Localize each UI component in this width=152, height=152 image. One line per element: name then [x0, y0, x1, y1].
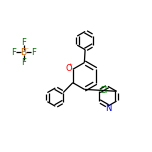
- Text: F: F: [21, 58, 26, 67]
- Text: Cl: Cl: [100, 86, 108, 95]
- Text: ⁻: ⁻: [24, 45, 28, 54]
- Text: B: B: [21, 48, 27, 57]
- Text: O: O: [65, 64, 72, 73]
- Text: F: F: [11, 48, 16, 57]
- Text: F: F: [31, 48, 36, 57]
- Text: N: N: [105, 104, 111, 113]
- Text: F: F: [21, 38, 26, 47]
- Text: ⁺: ⁺: [69, 64, 73, 70]
